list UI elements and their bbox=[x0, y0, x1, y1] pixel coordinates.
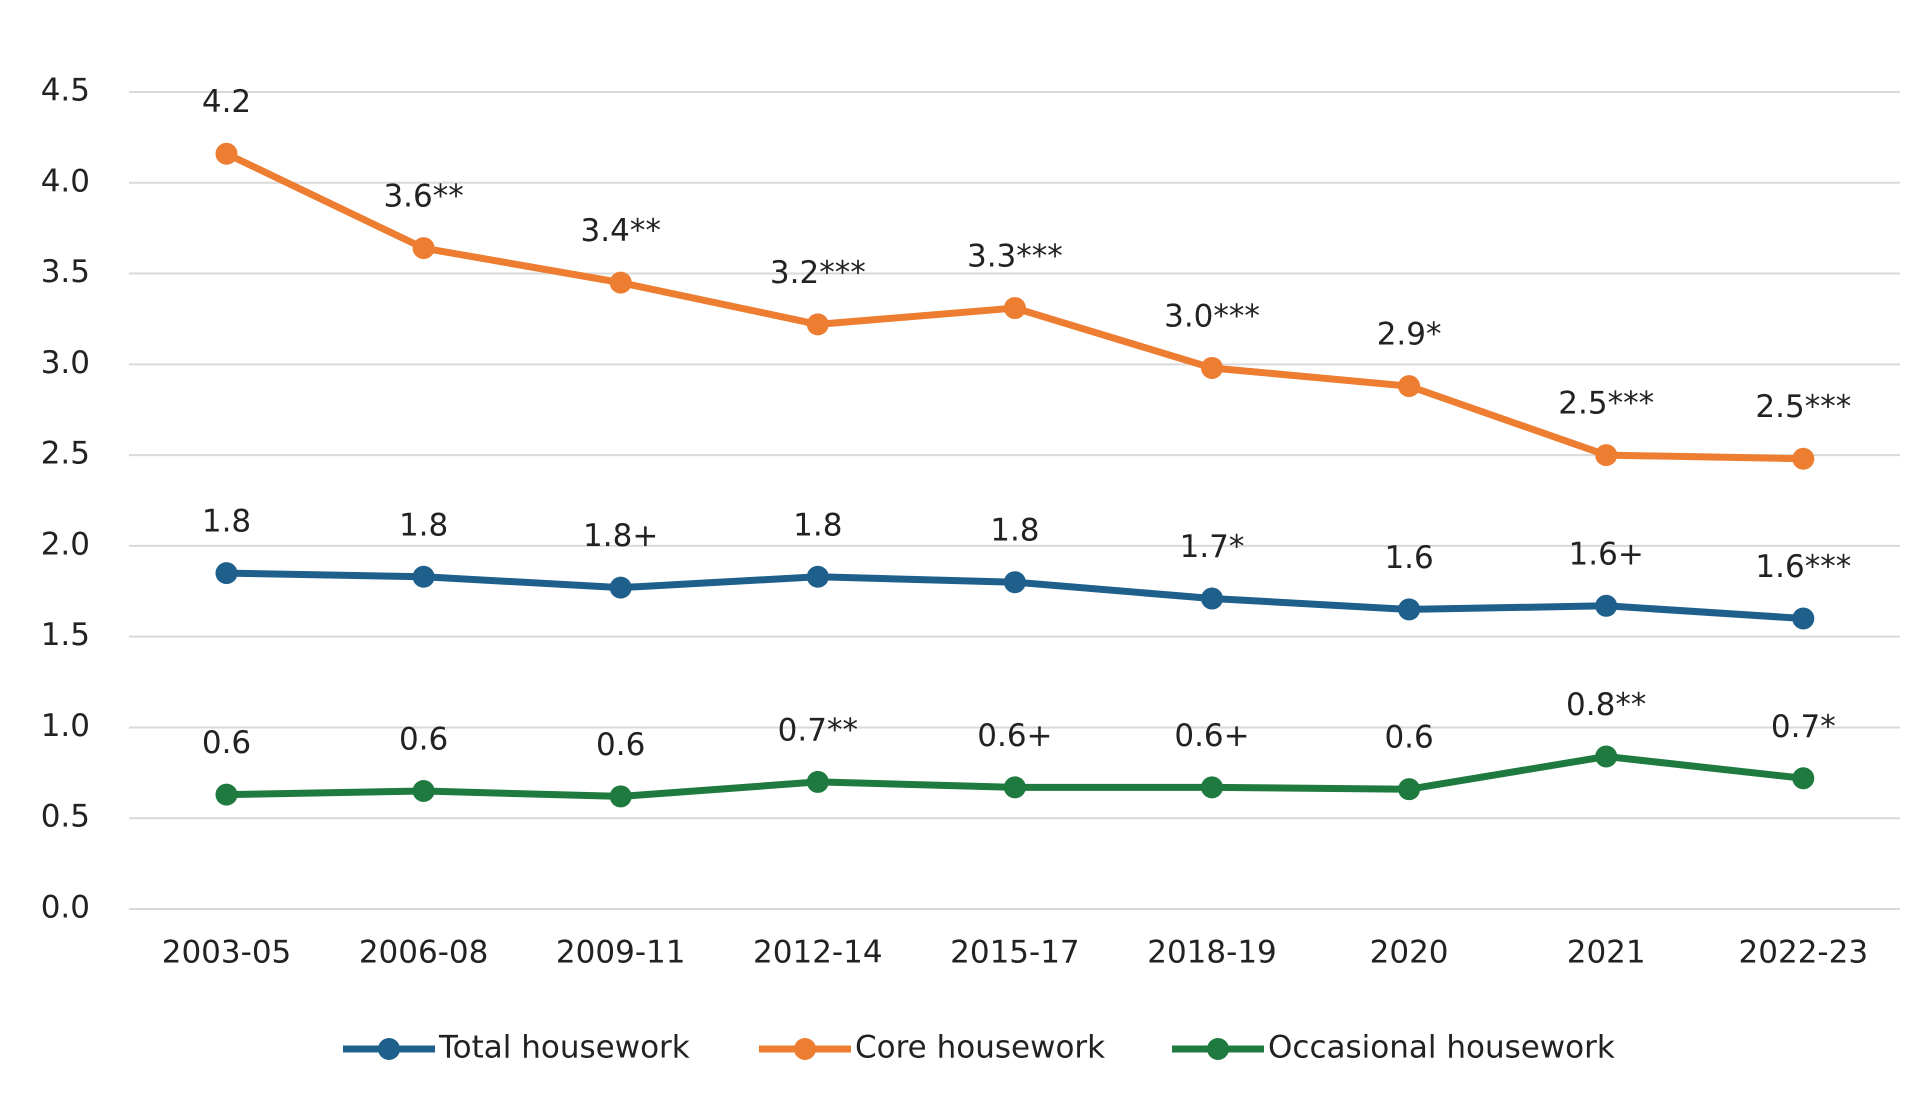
x-tick-label: 2003-05 bbox=[162, 935, 292, 971]
data-label: 2.5*** bbox=[1558, 386, 1654, 422]
y-tick-label: 2.0 bbox=[41, 526, 90, 562]
data-point bbox=[806, 313, 829, 336]
data-label: 0.8** bbox=[1566, 687, 1646, 723]
data-point bbox=[1398, 598, 1421, 621]
data-point bbox=[215, 562, 238, 585]
data-point bbox=[412, 779, 435, 802]
data-point bbox=[806, 565, 829, 588]
data-point bbox=[609, 576, 632, 599]
y-tick-label: 4.0 bbox=[41, 163, 90, 199]
data-point bbox=[1201, 356, 1223, 379]
data-label: 2.9* bbox=[1377, 317, 1442, 353]
data-point bbox=[1792, 607, 1815, 630]
data-point bbox=[1003, 297, 1026, 320]
y-tick-label: 1.0 bbox=[41, 708, 90, 744]
data-point bbox=[215, 783, 238, 806]
data-label: 1.8 bbox=[793, 507, 842, 543]
data-point bbox=[1003, 571, 1026, 594]
data-label: 2.5*** bbox=[1755, 389, 1851, 425]
data-label: 1.8+ bbox=[583, 518, 658, 554]
legend-label: Core housework bbox=[855, 1030, 1105, 1066]
data-point bbox=[412, 565, 435, 588]
x-tick-label: 2006-08 bbox=[359, 935, 489, 971]
data-point bbox=[1003, 776, 1026, 799]
x-tick-label: 2020 bbox=[1370, 935, 1449, 971]
legend-marker bbox=[378, 1038, 400, 1060]
y-tick-label: 3.0 bbox=[41, 345, 90, 381]
y-tick-label: 4.5 bbox=[41, 73, 90, 109]
x-tick-label: 2015-17 bbox=[950, 935, 1080, 971]
data-point bbox=[1595, 745, 1618, 768]
x-tick-label: 2012-14 bbox=[753, 935, 883, 971]
data-label: 1.6 bbox=[1384, 540, 1433, 576]
data-label: 1.6+ bbox=[1569, 536, 1644, 572]
y-tick-label: 3.5 bbox=[41, 254, 90, 290]
data-label: 3.0*** bbox=[1164, 298, 1260, 334]
data-label: 0.6 bbox=[1384, 720, 1433, 756]
x-tick-label: 2009-11 bbox=[556, 935, 686, 971]
data-point bbox=[1595, 594, 1618, 617]
data-point bbox=[609, 271, 632, 294]
data-point bbox=[1792, 447, 1815, 470]
data-point bbox=[1398, 375, 1421, 398]
data-label: 3.6** bbox=[383, 179, 463, 215]
data-point bbox=[1201, 587, 1223, 610]
legend-marker bbox=[794, 1038, 816, 1060]
data-label: 3.3*** bbox=[967, 239, 1063, 275]
data-label: 4.2 bbox=[202, 84, 251, 120]
x-tick-label: 2018-19 bbox=[1147, 935, 1277, 971]
data-point bbox=[806, 770, 829, 793]
legend-label: Occasional housework bbox=[1268, 1030, 1615, 1066]
data-point bbox=[412, 237, 435, 260]
data-label: 0.6 bbox=[596, 727, 645, 763]
data-point bbox=[215, 142, 238, 165]
x-tick-label: 2021 bbox=[1567, 935, 1646, 971]
y-tick-label: 0.0 bbox=[41, 890, 90, 926]
x-tick-label: 2022-23 bbox=[1739, 935, 1869, 971]
data-label: 0.6 bbox=[399, 721, 448, 757]
data-label: 0.6+ bbox=[1174, 718, 1249, 754]
data-label: 1.8 bbox=[990, 513, 1039, 549]
y-tick-label: 1.5 bbox=[41, 617, 90, 653]
data-label: 0.7** bbox=[778, 712, 858, 748]
data-label: 0.7* bbox=[1771, 709, 1836, 745]
data-point bbox=[1398, 778, 1421, 801]
data-label: 3.2*** bbox=[770, 255, 866, 291]
data-label: 3.4** bbox=[581, 213, 661, 249]
data-point bbox=[1201, 776, 1223, 799]
legend-marker bbox=[1207, 1038, 1229, 1060]
legend-label: Total housework bbox=[438, 1030, 690, 1066]
data-point bbox=[1792, 767, 1815, 790]
y-tick-label: 0.5 bbox=[41, 799, 90, 835]
data-label: 0.6 bbox=[202, 725, 251, 761]
data-label: 1.7* bbox=[1180, 529, 1245, 565]
data-label: 1.6*** bbox=[1755, 549, 1851, 585]
data-label: 1.8 bbox=[399, 507, 448, 543]
data-label: 0.6+ bbox=[977, 718, 1052, 754]
data-label: 1.8 bbox=[202, 504, 251, 540]
data-point bbox=[1595, 444, 1618, 467]
y-tick-label: 2.5 bbox=[41, 436, 90, 472]
data-point bbox=[609, 785, 632, 808]
